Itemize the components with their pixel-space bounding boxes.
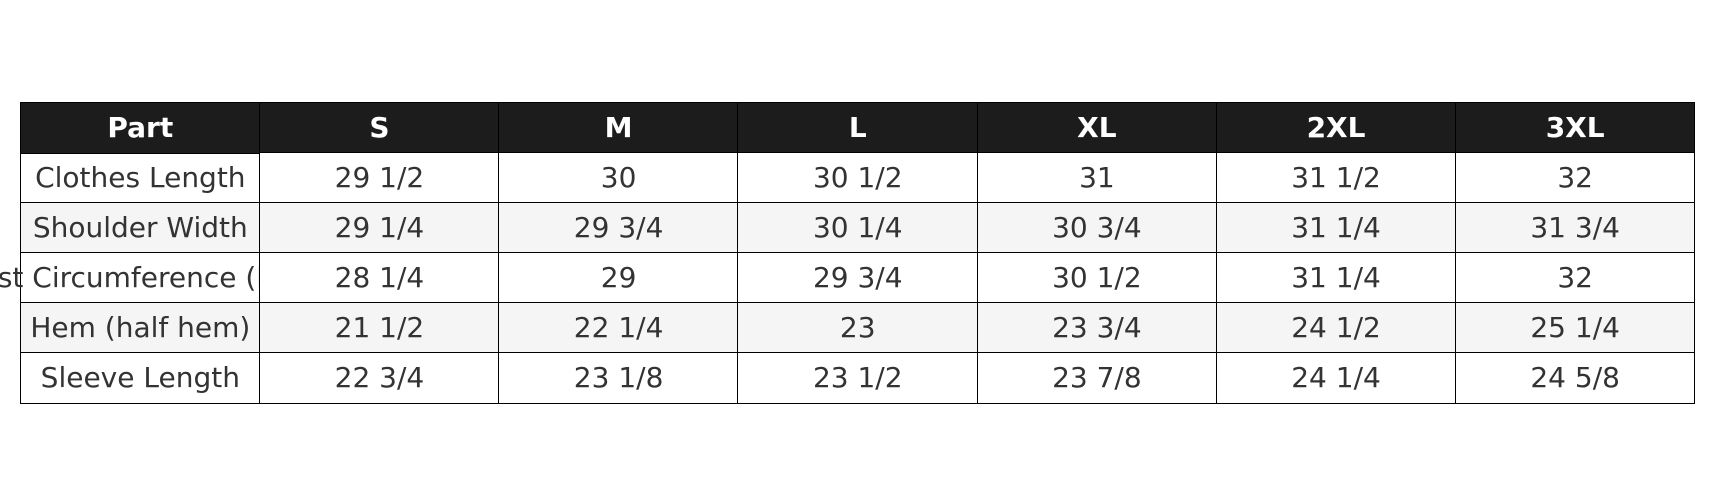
header-cell-1: S [259, 102, 500, 154]
table-cell: 24 5/8 [1454, 352, 1696, 404]
table-cell: 22 1/4 [498, 302, 739, 354]
table-cell: 29 [498, 252, 739, 304]
table-cell: 24 1/2 [1215, 302, 1457, 354]
table-cell: 29 3/4 [498, 202, 739, 254]
table-cell: 22 3/4 [259, 352, 500, 404]
table-cell: 24 1/4 [1215, 352, 1457, 404]
row-label-text: Hem (half hem) [30, 311, 251, 345]
table-cell: 29 1/2 [259, 152, 500, 204]
header-cell-3: L [737, 102, 979, 154]
row-label-text: Sleeve Length [40, 361, 240, 395]
table-cell: 32 [1454, 152, 1696, 204]
table-cell: 29 3/4 [737, 252, 979, 304]
row-label: Clothes Length [20, 152, 261, 204]
table-cell: 23 [737, 302, 979, 354]
row-label: Shoulder Width [20, 202, 261, 254]
table-cell: 30 [498, 152, 739, 204]
table-cell: 30 1/4 [737, 202, 979, 254]
table-cell: 31 3/4 [1454, 202, 1696, 254]
row-label: Hem (half hem) [20, 302, 261, 354]
table-cell: 32 [1454, 252, 1696, 304]
table-cell: 31 1/4 [1215, 252, 1457, 304]
table-cell: 21 1/2 [259, 302, 500, 354]
row-label-text: Shoulder Width [32, 211, 248, 245]
row-label-text: Clothes Length [35, 161, 246, 195]
row-label: Bust Circumference (half) [0, 252, 320, 304]
size-chart-table: Part S M L XL 2XL 3XL Clothes Length 29 1/2 30 30 … [0, 102, 1696, 404]
table-cell: 23 1/8 [498, 352, 739, 404]
table-cell: 23 3/4 [976, 302, 1218, 354]
table-cell: 30 1/2 [737, 152, 979, 204]
table-cell: 31 1/2 [1215, 152, 1457, 204]
table-cell: 23 1/2 [737, 352, 979, 404]
header-cell-5: 2XL [1215, 102, 1457, 154]
table-cell: 30 1/2 [976, 252, 1218, 304]
table-cell: 29 1/4 [259, 202, 500, 254]
table-cell: 25 1/4 [1454, 302, 1696, 354]
table-cell: 28 1/4 [259, 252, 500, 304]
table-cell: 31 1/4 [1215, 202, 1457, 254]
header-cell-2: M [498, 102, 739, 154]
header-cell-4: XL [976, 102, 1218, 154]
header-cell-6: 3XL [1454, 102, 1696, 154]
table-cell: 30 3/4 [976, 202, 1218, 254]
header-cell-0: Part [20, 102, 261, 154]
table-cell: 23 7/8 [976, 352, 1218, 404]
table-cell: 31 [976, 152, 1218, 204]
row-label: Sleeve Length [20, 352, 261, 404]
